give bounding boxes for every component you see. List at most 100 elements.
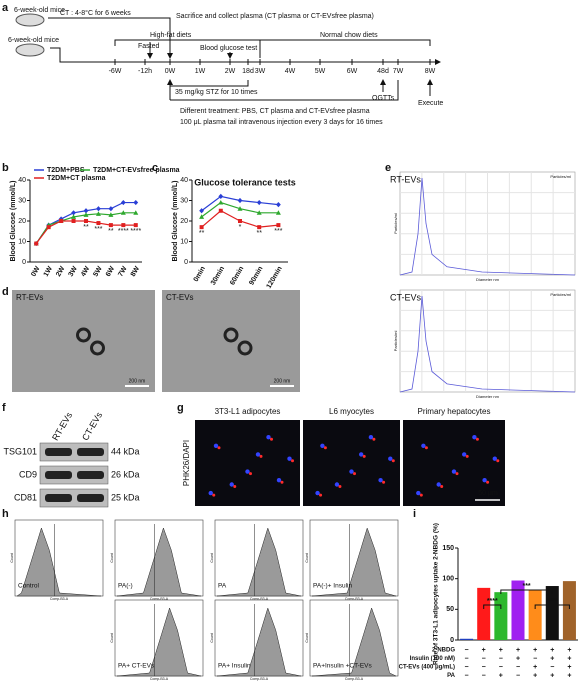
panel-letter: g: [177, 402, 184, 414]
label: OGTTs: [372, 95, 395, 102]
flow-histogram: [116, 527, 202, 597]
flow-histogram: [216, 527, 302, 597]
nucleus: [388, 456, 393, 461]
lane-label: CT-EVs: [80, 410, 104, 442]
marker: [133, 210, 139, 215]
x-tick-label: 7W: [117, 265, 129, 278]
marker: [256, 199, 262, 206]
marker: [84, 219, 88, 223]
y-tick-label: 10: [18, 238, 26, 245]
protein-name: CD81: [14, 492, 37, 502]
label: Fasted: [138, 43, 160, 50]
ev-signal: [382, 480, 386, 484]
y-axis-label: Blood Glucose (mmol/L): [10, 181, 17, 262]
label: Blood glucose test: [200, 45, 257, 52]
bar: [460, 638, 474, 640]
band: [77, 471, 104, 479]
chart-title: Glucose tolerance tests: [194, 177, 296, 187]
bar: [494, 592, 508, 640]
fluorescence-image: [403, 420, 505, 506]
panel-letter: h: [2, 508, 9, 520]
condition-sign: −: [516, 664, 520, 671]
bar: [562, 581, 576, 640]
nucleus: [462, 452, 467, 457]
ev-signal: [319, 493, 323, 497]
ev-signal: [391, 459, 395, 463]
x-tick-label: 8W: [130, 265, 142, 278]
nucleus: [421, 443, 426, 448]
mice-label: 6-week-old mice: [8, 37, 59, 44]
condition-sign: −: [516, 672, 520, 679]
bar: [477, 587, 491, 640]
significance: ****: [118, 228, 129, 235]
ev-signal: [217, 446, 221, 450]
condition-name: CT-EVs (400 μg/mL): [399, 665, 455, 671]
y-axis-label: Count: [110, 553, 114, 562]
timeline-label: 48d: [377, 68, 389, 75]
vesicle: [223, 327, 239, 343]
condition-sign: +: [516, 655, 520, 662]
legend-label: T2DM+PBS: [47, 167, 85, 174]
flow-histogram: [216, 607, 302, 677]
x-tick-label: 0W: [30, 265, 42, 278]
ev-signal: [270, 437, 273, 441]
x-axis-label: Comp-B3-A: [150, 677, 169, 681]
timeline-label: 2W: [225, 68, 236, 75]
condition-sign: +: [516, 647, 520, 654]
significance: ***: [274, 228, 282, 235]
nucleus: [229, 482, 234, 487]
y-tick-label: 20: [180, 218, 188, 225]
protein-size: 25 kDa: [111, 492, 140, 502]
nucleus: [266, 435, 271, 440]
x-axis-label: Diameter nm: [476, 277, 500, 282]
condition-sign: −: [465, 655, 469, 662]
condition-sign: −: [465, 664, 469, 671]
ev-signal: [323, 446, 327, 450]
label: High-fat diets: [150, 32, 192, 39]
condition-sign: +: [550, 655, 554, 662]
panel-letter: f: [2, 402, 6, 414]
bar: [545, 586, 559, 640]
marker: [199, 225, 204, 230]
protein-size: 44 kDa: [111, 446, 140, 456]
marker: [199, 214, 205, 219]
flow-label: PA: [218, 583, 227, 590]
y-tick-label: 10: [180, 238, 188, 245]
ev-signal: [362, 454, 366, 458]
timeline-label: 7W: [393, 68, 404, 75]
condition-name: 2-NBDG: [432, 648, 455, 654]
x-tick-label: 2W: [55, 265, 67, 278]
significance: ****: [130, 228, 141, 235]
y-tick-label: 0: [184, 259, 188, 266]
timeline-label: 18d: [242, 68, 254, 75]
x-axis-label: Comp-B3-A: [150, 597, 169, 601]
ev-signal: [455, 472, 459, 476]
y-axis-label: Count: [10, 553, 14, 562]
blot-strip: [39, 465, 109, 485]
timeline-label: 1W: [195, 68, 206, 75]
label: Execute: [418, 100, 443, 107]
y-axis-label: Particles/ml: [393, 331, 398, 352]
marker: [96, 221, 101, 226]
bracket: [483, 604, 502, 609]
x-tick-label: 60min: [229, 265, 245, 286]
marker: [237, 197, 243, 204]
condition-sign: −: [482, 655, 486, 662]
marker: [276, 202, 281, 208]
nucleus: [359, 452, 364, 457]
ev-signal: [338, 485, 342, 488]
condition-sign: +: [499, 672, 503, 679]
y-axis-label: Count: [210, 633, 214, 642]
x-tick-label: 6W: [105, 265, 117, 278]
significance: **: [108, 228, 114, 235]
marker: [83, 208, 89, 214]
nucleus: [213, 443, 219, 448]
label: Different treatment: PBS, CT plasma and …: [180, 108, 370, 115]
nucleus: [451, 469, 457, 474]
condition-sign: +: [533, 672, 537, 679]
ev-signal: [475, 437, 479, 441]
marker: [120, 199, 126, 206]
panel-letter: d: [2, 286, 9, 298]
marker: [121, 223, 126, 228]
